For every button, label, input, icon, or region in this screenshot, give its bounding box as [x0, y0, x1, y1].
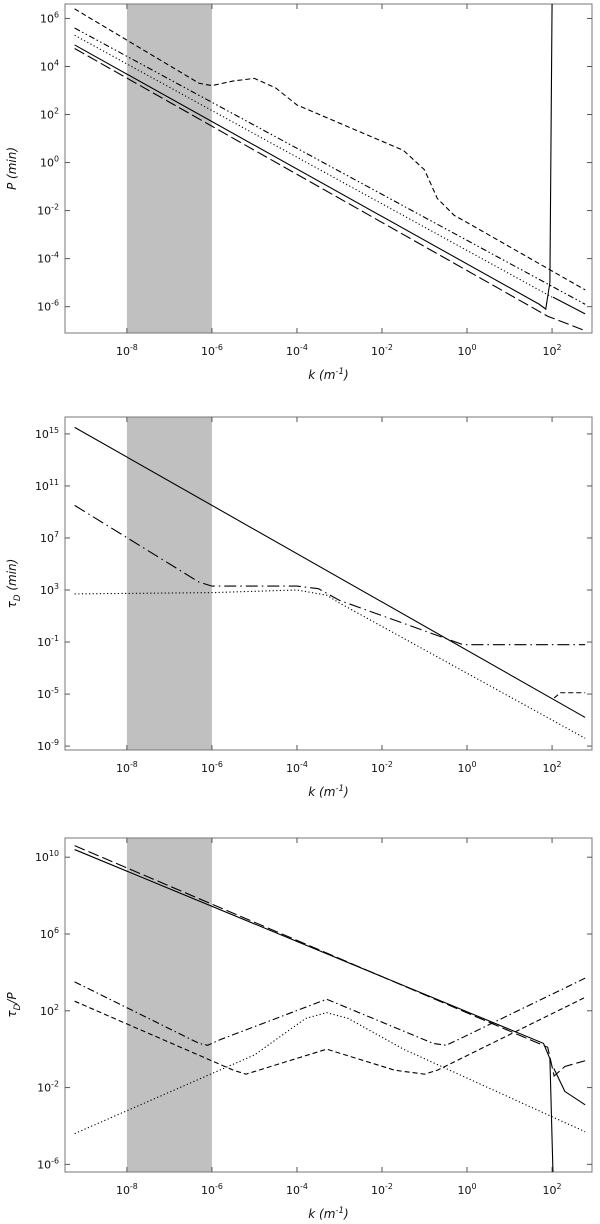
y-tick-label: 103 — [40, 582, 59, 597]
y-tick-label: 10-6 — [37, 299, 59, 314]
x-tick-label: 10-2 — [371, 343, 393, 358]
x-tick-label: 10-6 — [201, 1182, 223, 1197]
panel: 10-8 10-6 10-4 10-2 100 102 10-9 10-5 10-1 103 107… — [5, 416, 593, 799]
y-tick-label: 10-9 — [37, 738, 59, 753]
data-line — [74, 589, 586, 739]
data-line — [74, 849, 586, 1172]
x-tick-label: 102 — [543, 760, 562, 775]
data-line — [74, 996, 586, 1075]
y-tick-label: 106 — [40, 10, 59, 25]
data-line — [74, 1012, 586, 1135]
y-tick-label: 10-6 — [37, 1156, 59, 1171]
x-axis-title: k (m-1) — [308, 784, 348, 799]
shaded-region — [126, 4, 212, 333]
x-tick-label: 102 — [543, 1182, 562, 1197]
y-tick-label: 100 — [40, 155, 59, 170]
plot-frame — [64, 416, 593, 751]
x-tick-label: 102 — [543, 343, 562, 358]
y-axis-title: τD/P — [5, 992, 23, 1018]
x-tick-label: 100 — [458, 343, 477, 358]
shaded-region — [126, 417, 212, 750]
shaded-region — [126, 838, 212, 1172]
x-tick-label: 10-2 — [371, 1182, 393, 1197]
y-tick-label: 106 — [40, 926, 59, 941]
data-line — [74, 27, 586, 305]
x-tick-label: 100 — [458, 1182, 477, 1197]
x-tick-label: 10-4 — [286, 1182, 308, 1197]
panel: 10-8 10-6 10-4 10-2 100 102 10-6 10-4 10-2 100 102… — [5, 3, 593, 382]
y-tick-label: 102 — [40, 107, 59, 122]
plot-frame — [64, 3, 593, 334]
y-tick-label: 1011 — [35, 478, 59, 493]
y-tick-label: 102 — [40, 1003, 59, 1018]
data-line — [74, 48, 586, 332]
y-tick-label: 10-1 — [37, 634, 59, 649]
data-line — [74, 426, 586, 718]
y-tick-label: 10-2 — [37, 203, 59, 218]
data-line — [74, 8, 586, 291]
plot-frame — [64, 837, 593, 1173]
y-tick-label: 10-5 — [37, 686, 59, 701]
y-tick-label: 1015 — [35, 426, 59, 441]
y-tick-label: 1010 — [35, 849, 59, 864]
y-tick-label: 107 — [40, 530, 59, 545]
x-tick-label: 10-8 — [116, 760, 138, 775]
y-tick-label: 10-4 — [37, 251, 59, 266]
y-tick-label: 104 — [40, 58, 59, 73]
x-tick-label: 100 — [458, 760, 477, 775]
x-tick-label: 10-8 — [116, 1182, 138, 1197]
data-line — [74, 977, 586, 1046]
data-line — [74, 34, 553, 298]
x-axis-title: k (m-1) — [308, 1206, 348, 1221]
data-line — [74, 4, 586, 315]
x-tick-label: 10-4 — [286, 343, 308, 358]
x-tick-label: 10-4 — [286, 760, 308, 775]
data-line — [553, 692, 586, 699]
panel: 10-8 10-6 10-4 10-2 100 102 10-6 10-2 102 106 1010… — [5, 837, 593, 1221]
x-axis-title: k (m-1) — [308, 367, 348, 382]
data-line — [74, 845, 586, 1078]
x-tick-label: 10-2 — [371, 760, 393, 775]
x-tick-label: 10-6 — [201, 760, 223, 775]
x-tick-label: 10-6 — [201, 343, 223, 358]
y-tick-label: 10-2 — [37, 1080, 59, 1095]
y-axis-title: τD (min) — [5, 559, 23, 609]
y-axis-title: P (min) — [5, 147, 19, 190]
x-tick-label: 10-8 — [116, 343, 138, 358]
